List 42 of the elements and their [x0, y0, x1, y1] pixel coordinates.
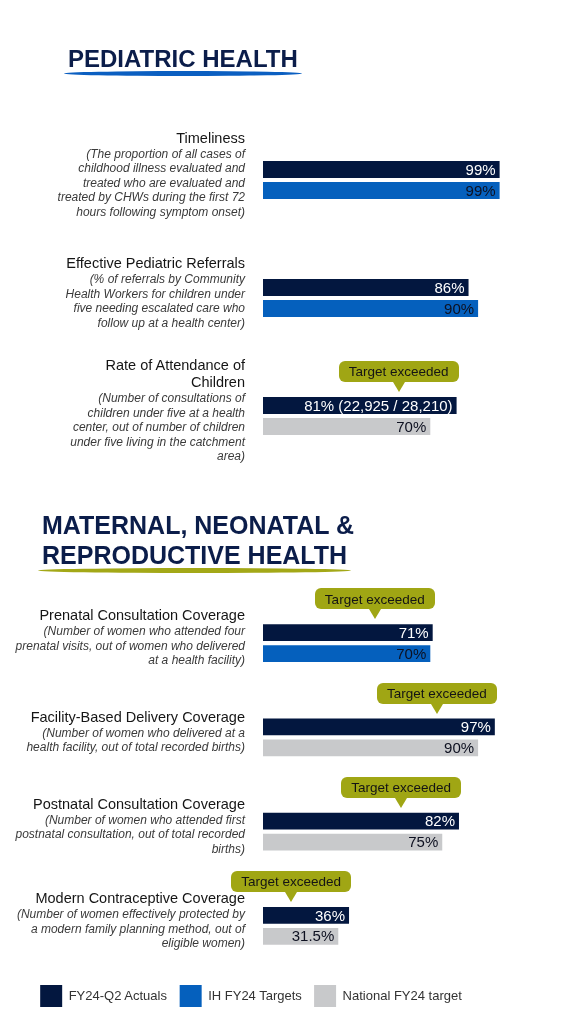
annotation: Target exceeded	[348, 364, 449, 380]
y-tick-label: Facility-Based Delivery Coverage (Number of women who delivered at a health facility, out of total recorded births)	[26, 708, 246, 755]
chart-title: MATERNAL, NEONATAL & REPRODUCTIVE HEALTH	[42, 510, 355, 570]
bar	[263, 279, 469, 296]
y-tick-label: Postnatal Consultation Coverage (Number of women who attended first postnatal consultation, out of total recorded births)	[14, 795, 246, 856]
legend-label: IH FY24 Targets	[208, 987, 303, 1003]
annotation: Target exceeded	[387, 685, 487, 701]
data-label: 70%	[396, 417, 427, 435]
bar	[263, 182, 500, 199]
bar	[263, 418, 431, 435]
y-tick-label: Prenatal Consultation Coverage (Number of women who attended four prenatal visits, out of women who delivered at a health facility)	[14, 607, 246, 668]
data-label: 97%	[460, 718, 491, 736]
data-label: 36%	[315, 906, 346, 924]
legend-label: National FY24 target	[342, 987, 463, 1003]
bar	[263, 812, 459, 830]
data-label: 31.5%	[291, 927, 335, 945]
bar	[263, 833, 443, 851]
bar	[263, 300, 479, 317]
data-label: 86%	[434, 278, 465, 296]
annotation: Target exceeded	[324, 591, 425, 607]
bar	[263, 161, 500, 178]
data-label: 99%	[465, 160, 496, 178]
data-label: 99%	[465, 181, 496, 199]
data-label: 82%	[424, 812, 455, 830]
bar	[263, 739, 479, 757]
y-tick-label: Rate of Attendance of Children (Number of consultations of children under five at a health center, out of number of children under five living in the catchment area)	[70, 357, 247, 464]
data-label: 90%	[444, 738, 475, 756]
data-label: 71%	[398, 623, 429, 641]
y-tick-label: Modern Contraceptive Coverage (Number of women effectively protected by a modern family planning method, out of eligible women)	[16, 890, 247, 951]
y-tick-label: Effective Pediatric Referrals (% of referrals by Community Health Workers for children under five needing escalated care who follow up at a health center)	[65, 255, 246, 330]
chart-title: PEDIATRIC HEALTH	[68, 44, 298, 74]
data-label: 90%	[444, 299, 475, 317]
data-label: 70%	[396, 644, 427, 662]
bar	[263, 624, 433, 642]
legend-label: FY24-Q2 Actuals	[68, 987, 168, 1003]
bar	[263, 718, 495, 736]
data-label: 75%	[408, 833, 439, 851]
y-tick-label: Timeliness (The proportion of all cases of childhood illness evaluated and treated who are evaluated and treated by CHWs during the first 72 hours following symptom onset)	[57, 129, 247, 219]
data-label: 81% (22,925 / 28,210)	[304, 396, 453, 414]
annotation: Target exceeded	[241, 874, 342, 890]
annotation: Target exceeded	[351, 780, 451, 796]
bar	[263, 645, 431, 662]
